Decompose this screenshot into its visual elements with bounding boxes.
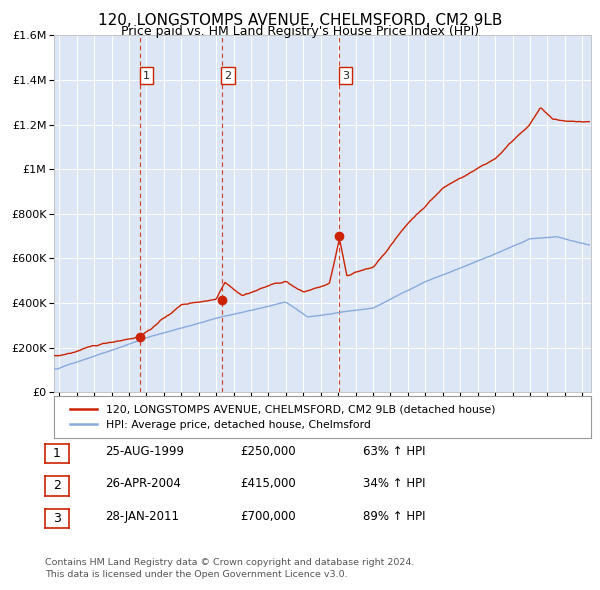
Text: 120, LONGSTOMPS AVENUE, CHELMSFORD, CM2 9LB: 120, LONGSTOMPS AVENUE, CHELMSFORD, CM2 … — [98, 13, 502, 28]
Text: 2: 2 — [224, 71, 232, 81]
Text: 28-JAN-2011: 28-JAN-2011 — [105, 510, 179, 523]
Text: 2: 2 — [53, 479, 61, 493]
Legend: 120, LONGSTOMPS AVENUE, CHELMSFORD, CM2 9LB (detached house), HPI: Average price: 120, LONGSTOMPS AVENUE, CHELMSFORD, CM2 … — [65, 399, 501, 435]
Text: £250,000: £250,000 — [240, 445, 296, 458]
Text: Contains HM Land Registry data © Crown copyright and database right 2024.
This d: Contains HM Land Registry data © Crown c… — [45, 558, 415, 579]
Text: 89% ↑ HPI: 89% ↑ HPI — [363, 510, 425, 523]
Text: 63% ↑ HPI: 63% ↑ HPI — [363, 445, 425, 458]
Text: 3: 3 — [53, 512, 61, 525]
Text: 3: 3 — [342, 71, 349, 81]
Text: 25-AUG-1999: 25-AUG-1999 — [105, 445, 184, 458]
Text: 1: 1 — [53, 447, 61, 460]
Text: £415,000: £415,000 — [240, 477, 296, 490]
Text: 1: 1 — [143, 71, 150, 81]
Text: 26-APR-2004: 26-APR-2004 — [105, 477, 181, 490]
Text: Price paid vs. HM Land Registry's House Price Index (HPI): Price paid vs. HM Land Registry's House … — [121, 25, 479, 38]
Text: £700,000: £700,000 — [240, 510, 296, 523]
Text: 34% ↑ HPI: 34% ↑ HPI — [363, 477, 425, 490]
